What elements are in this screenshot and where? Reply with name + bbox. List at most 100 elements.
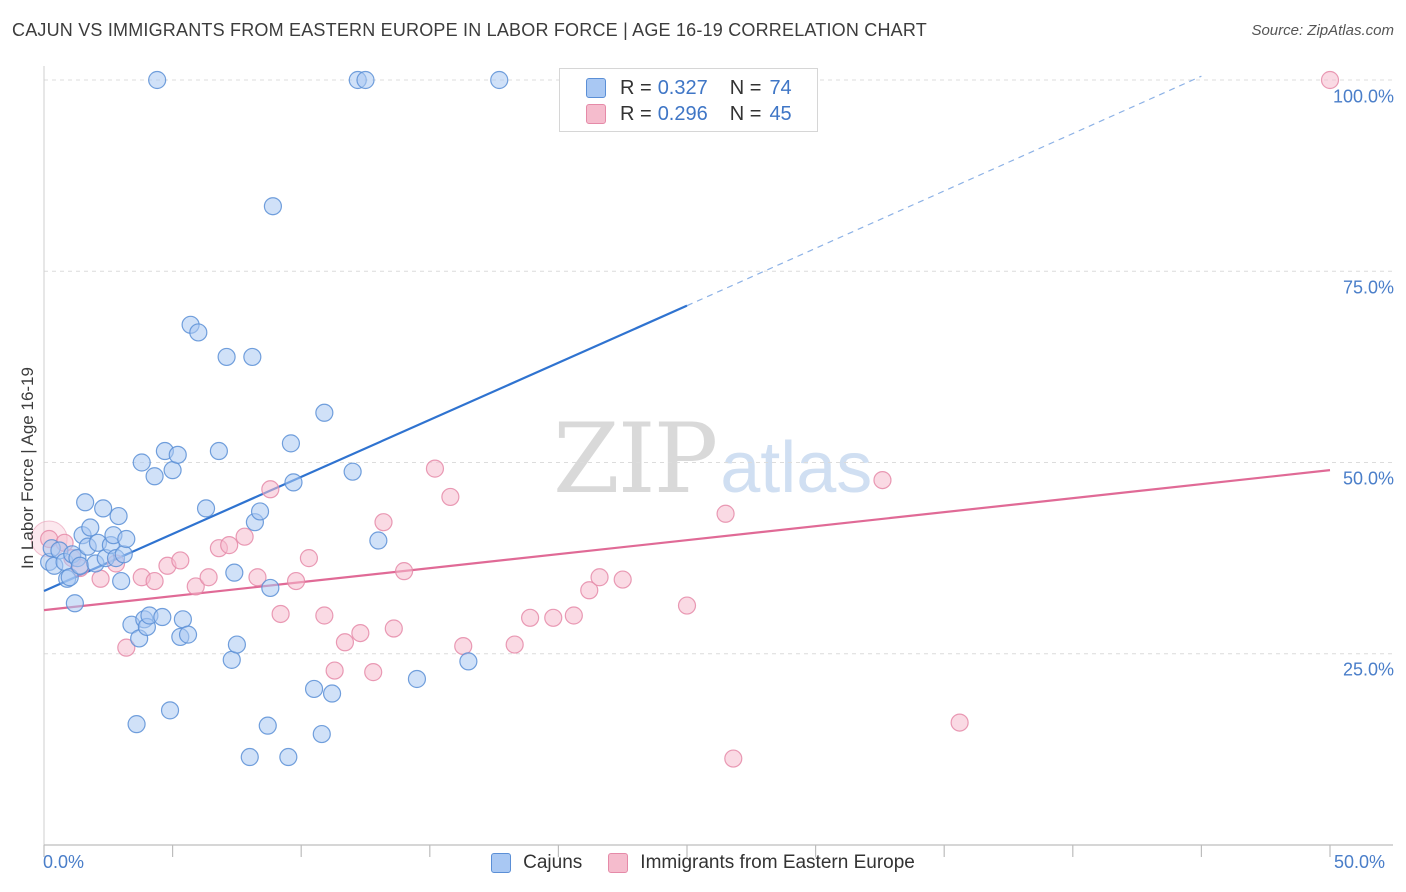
point-immigrants <box>286 571 306 591</box>
point-cajuns <box>173 610 192 629</box>
legend-item-immigrants[interactable]: Immigrants from Eastern Europe <box>608 852 915 874</box>
y-tick-label-75: 75.0% <box>1342 277 1394 298</box>
point-cajuns <box>243 347 262 367</box>
point-cajuns <box>304 679 324 699</box>
point-immigrants <box>199 568 218 587</box>
series-legend: Cajuns Immigrants from Eastern Europe <box>0 852 1406 874</box>
y-axis-label: In Labor Force | Age 16-19 <box>18 367 37 569</box>
legend-r-value: 0.296 <box>657 102 708 125</box>
point-immigrants <box>261 480 280 499</box>
point-cajuns <box>356 70 375 90</box>
point-cajuns <box>60 568 79 587</box>
point-cajuns <box>112 571 131 591</box>
point-immigrants <box>384 619 403 638</box>
point-immigrants <box>117 638 136 657</box>
point-immigrants <box>590 568 609 587</box>
point-immigrants <box>171 551 190 570</box>
legend-row-cajuns: R = 0.327 N = 74 <box>586 76 792 100</box>
point-immigrants <box>374 513 393 532</box>
source-label: Source: ZipAtlas.com <box>1251 22 1394 39</box>
point-immigrants <box>613 570 632 589</box>
point-immigrants <box>364 663 383 682</box>
legend-n-value: 45 <box>769 102 792 125</box>
x-tick-label-min: 0.0% <box>43 852 85 872</box>
point-cajuns <box>261 578 280 598</box>
data-points <box>30 70 1340 768</box>
point-cajuns <box>279 747 298 767</box>
point-immigrants <box>220 536 239 555</box>
point-cajuns <box>70 556 90 575</box>
point-cajuns <box>459 652 478 671</box>
legend-swatch-immigrants <box>608 853 629 873</box>
x-tick-label-max: 50.0% <box>1334 852 1386 872</box>
point-cajuns <box>407 669 427 689</box>
point-immigrants <box>335 633 355 652</box>
point-cajuns <box>132 453 151 472</box>
point-immigrants <box>454 636 473 656</box>
chart-title: CAJUN VS IMMIGRANTS FROM EASTERN EUROPE … <box>12 20 927 40</box>
point-cajuns <box>94 499 113 518</box>
point-cajuns <box>145 467 164 486</box>
legend-n-value: 74 <box>769 76 792 99</box>
point-immigrants <box>950 713 969 732</box>
legend-swatch-pink <box>586 104 606 124</box>
point-cajuns <box>490 70 509 90</box>
point-cajuns <box>217 347 236 367</box>
point-cajuns <box>250 502 270 521</box>
point-immigrants <box>271 604 290 624</box>
point-cajuns <box>343 462 362 481</box>
point-immigrants <box>677 596 697 615</box>
point-cajuns <box>127 715 146 734</box>
legend-item-cajuns[interactable]: Cajuns <box>491 852 582 874</box>
point-immigrants <box>235 527 254 546</box>
legend-r-label: R = <box>620 76 652 99</box>
point-cajuns <box>168 445 187 464</box>
trend-lines <box>43 75 1331 612</box>
legend-r-label: R = <box>620 102 652 125</box>
point-immigrants <box>873 470 892 490</box>
point-cajuns <box>109 506 128 526</box>
y-tick-label-50: 50.0% <box>1342 468 1394 489</box>
point-cajuns <box>81 518 100 537</box>
y-tick-label-100: 100.0% <box>1332 86 1394 107</box>
point-cajuns <box>117 529 136 549</box>
trend-line-cajuns <box>43 304 688 593</box>
point-immigrants <box>145 571 164 591</box>
point-immigrants <box>394 562 414 581</box>
point-immigrants <box>521 608 540 627</box>
point-immigrants <box>315 606 334 625</box>
legend-n-label: N = <box>729 102 762 125</box>
legend-label-immigrants: Immigrants from Eastern Europe <box>640 852 915 873</box>
point-immigrants <box>716 504 735 523</box>
point-cajuns <box>263 197 283 216</box>
point-cajuns <box>189 323 208 342</box>
point-cajuns <box>227 635 246 654</box>
point-cajuns <box>148 70 167 90</box>
point-immigrants <box>1320 70 1340 90</box>
point-immigrants <box>441 487 460 507</box>
legend-swatch-blue <box>586 78 606 98</box>
gridlines <box>44 79 1393 655</box>
point-immigrants <box>299 549 319 568</box>
legend-swatch-cajuns <box>491 853 512 873</box>
point-immigrants <box>425 459 445 478</box>
legend-row-immigrants: R = 0.296 N = 45 <box>586 102 792 126</box>
point-cajuns <box>178 625 198 644</box>
legend-label-cajuns: Cajuns <box>523 852 583 873</box>
point-immigrants <box>724 749 743 768</box>
legend-r-value: 0.327 <box>657 76 708 99</box>
point-cajuns <box>160 701 180 720</box>
point-cajuns <box>65 594 84 613</box>
point-immigrants <box>91 569 110 588</box>
point-cajuns <box>315 403 334 422</box>
point-cajuns <box>369 531 388 550</box>
point-cajuns <box>225 563 244 582</box>
point-cajuns <box>322 684 342 703</box>
point-immigrants <box>564 606 583 625</box>
point-cajuns <box>281 434 301 453</box>
point-cajuns <box>222 650 241 669</box>
legend-n-label: N = <box>729 76 762 99</box>
point-cajuns <box>114 545 133 564</box>
point-immigrants <box>325 661 344 680</box>
point-cajuns <box>76 493 95 512</box>
